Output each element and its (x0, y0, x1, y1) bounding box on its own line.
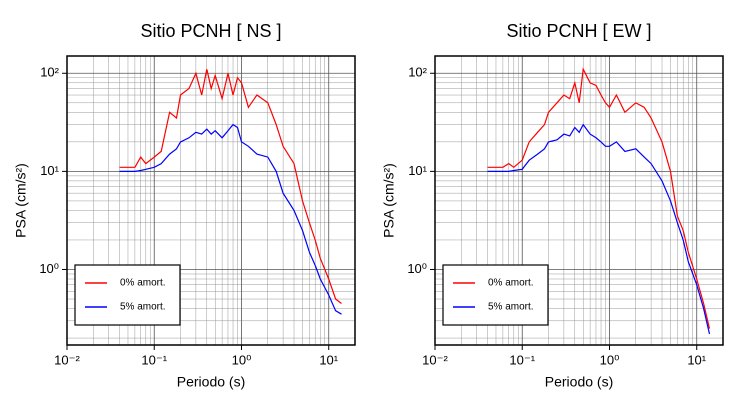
y-tick-label: 10¹ (40, 163, 59, 178)
x-tick-label: 10⁻² (54, 352, 80, 367)
chart-title: Sitio PCNH [ NS ] (140, 21, 281, 41)
x-tick-label: 10⁻¹ (509, 352, 535, 367)
series-line (119, 123, 342, 315)
y-axis-label: PSA (cm/s²) (13, 163, 29, 238)
x-tick-label: 10⁰ (600, 352, 620, 367)
x-axis-label: Periodo (s) (545, 374, 613, 390)
plot-frame (434, 55, 724, 346)
legend-box (74, 264, 181, 326)
legend-label: 0% amort. (120, 278, 166, 289)
y-axis-label: PSA (cm/s²) (381, 163, 397, 238)
y-tick-label: 10⁰ (39, 261, 59, 276)
x-tick-label: 10⁻¹ (141, 352, 167, 367)
x-tick-label: 10¹ (319, 352, 338, 367)
x-tick-label: 10⁰ (232, 352, 252, 367)
x-tick-label: 10⁻² (422, 352, 448, 367)
x-axis-label: Periodo (s) (177, 374, 245, 390)
legend-label: 0% amort. (488, 278, 534, 289)
legend-label: 5% amort. (488, 302, 534, 313)
series-line (487, 123, 711, 335)
series-line (119, 69, 342, 304)
plot-frame (66, 55, 356, 346)
legend-box (442, 264, 549, 326)
y-tick-label: 10¹ (408, 163, 427, 178)
chart-title: Sitio PCNH [ EW ] (506, 21, 651, 41)
y-tick-label: 10² (408, 65, 427, 80)
y-tick-label: 10² (40, 65, 59, 80)
y-tick-label: 10⁰ (407, 261, 427, 276)
series-line (487, 67, 711, 329)
legend-label: 5% amort. (120, 302, 166, 313)
x-tick-label: 10¹ (687, 352, 706, 367)
